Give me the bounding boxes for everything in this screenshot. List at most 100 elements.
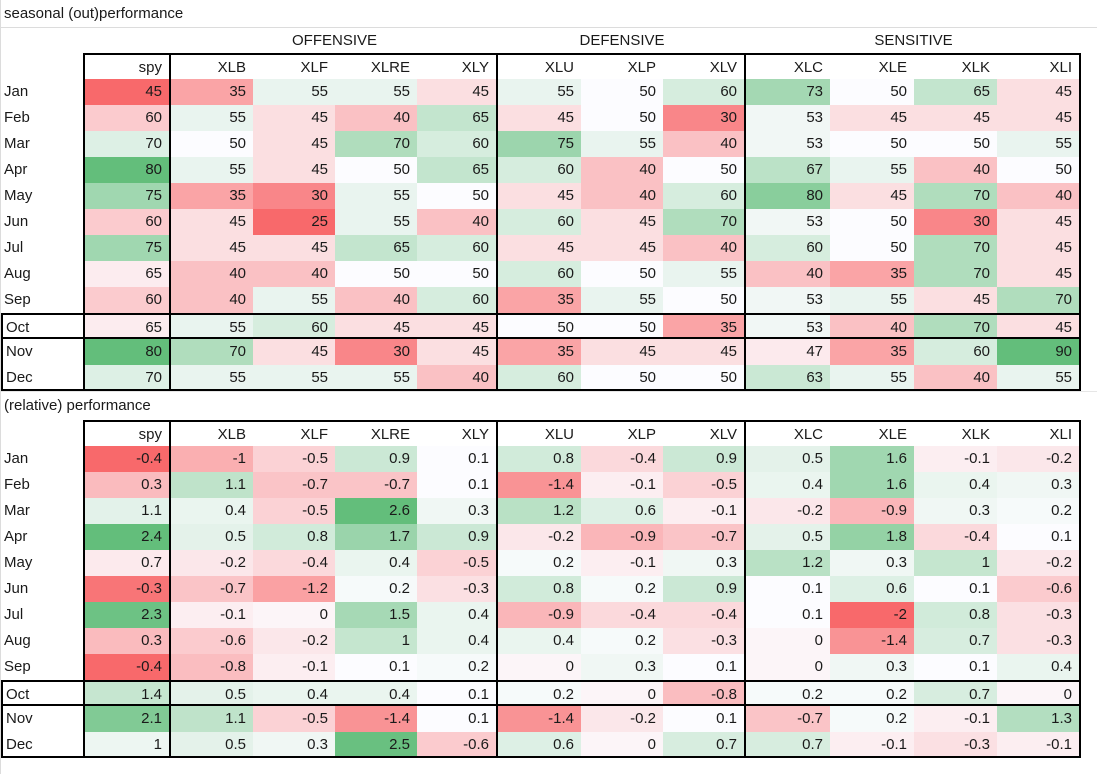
data-cell[interactable]: 45 xyxy=(997,209,1081,235)
data-cell[interactable]: 55 xyxy=(830,157,914,183)
data-cell[interactable]: 63 xyxy=(746,365,830,391)
data-cell[interactable]: -0.1 xyxy=(663,498,746,524)
column-header-XLY[interactable]: XLY xyxy=(417,53,498,79)
data-cell[interactable]: 0.9 xyxy=(663,576,746,602)
data-cell[interactable]: 50 xyxy=(417,261,498,287)
data-cell[interactable]: 1.1 xyxy=(171,706,253,732)
data-cell[interactable]: 45 xyxy=(417,339,498,365)
data-cell[interactable]: 25 xyxy=(253,209,335,235)
data-cell[interactable]: 70 xyxy=(663,209,746,235)
data-cell[interactable]: 60 xyxy=(914,339,997,365)
data-cell[interactable]: 70 xyxy=(914,261,997,287)
data-cell[interactable]: -1.2 xyxy=(253,576,335,602)
month-label-oct[interactable]: Oct xyxy=(1,313,83,339)
data-cell[interactable]: -0.2 xyxy=(997,550,1081,576)
data-cell[interactable]: -0.5 xyxy=(663,472,746,498)
data-cell[interactable]: 1.2 xyxy=(498,498,581,524)
data-cell[interactable]: 50 xyxy=(830,235,914,261)
column-header-XLV[interactable]: XLV xyxy=(663,53,746,79)
data-cell[interactable]: -0.9 xyxy=(830,498,914,524)
data-cell[interactable]: 0.9 xyxy=(335,446,417,472)
data-cell[interactable]: 0.4 xyxy=(417,628,498,654)
data-cell[interactable]: 0.4 xyxy=(335,680,417,706)
data-cell[interactable]: 40 xyxy=(171,261,253,287)
data-cell[interactable]: 0.3 xyxy=(997,472,1081,498)
data-cell[interactable]: 0.5 xyxy=(171,680,253,706)
data-cell[interactable]: 45 xyxy=(997,261,1081,287)
data-cell[interactable]: -1.4 xyxy=(335,706,417,732)
data-cell[interactable]: 55 xyxy=(997,131,1081,157)
data-cell[interactable]: -0.2 xyxy=(498,524,581,550)
month-label-sep[interactable]: Sep xyxy=(4,291,31,308)
data-cell[interactable]: -0.1 xyxy=(253,654,335,680)
data-cell[interactable]: 50 xyxy=(830,131,914,157)
data-cell[interactable]: 1.6 xyxy=(830,472,914,498)
data-cell[interactable]: 70 xyxy=(171,339,253,365)
data-cell[interactable]: 60 xyxy=(83,105,171,131)
column-header-XLE[interactable]: XLE xyxy=(830,420,914,446)
data-cell[interactable]: 60 xyxy=(498,209,581,235)
data-cell[interactable]: 0.6 xyxy=(581,498,663,524)
data-cell[interactable]: 0.3 xyxy=(417,498,498,524)
data-cell[interactable]: 1.2 xyxy=(746,550,830,576)
data-cell[interactable]: 45 xyxy=(581,339,663,365)
data-cell[interactable]: -1 xyxy=(171,446,253,472)
column-header-XLF[interactable]: XLF xyxy=(253,53,335,79)
data-cell[interactable]: -0.1 xyxy=(581,550,663,576)
data-cell[interactable]: 1.3 xyxy=(997,706,1081,732)
data-cell[interactable]: 0.1 xyxy=(914,654,997,680)
data-cell[interactable]: 0 xyxy=(498,654,581,680)
data-cell[interactable]: -0.5 xyxy=(253,446,335,472)
data-cell[interactable]: 45 xyxy=(498,183,581,209)
data-cell[interactable]: 40 xyxy=(914,365,997,391)
data-cell[interactable]: 0.7 xyxy=(663,732,746,758)
month-label-jan[interactable]: Jan xyxy=(4,83,29,100)
month-label-aug[interactable]: Aug xyxy=(4,632,31,649)
data-cell[interactable]: 55 xyxy=(335,183,417,209)
data-cell[interactable]: 0.3 xyxy=(914,498,997,524)
data-cell[interactable]: 60 xyxy=(746,235,830,261)
data-cell[interactable]: 40 xyxy=(581,157,663,183)
data-cell[interactable]: 65 xyxy=(417,105,498,131)
data-cell[interactable]: 0 xyxy=(746,628,830,654)
data-cell[interactable]: 60 xyxy=(498,157,581,183)
data-cell[interactable]: -0.7 xyxy=(335,472,417,498)
data-cell[interactable]: 55 xyxy=(253,79,335,105)
data-cell[interactable]: 0.9 xyxy=(663,446,746,472)
data-cell[interactable]: 40 xyxy=(663,131,746,157)
data-cell[interactable]: 0.1 xyxy=(746,576,830,602)
data-cell[interactable]: 45 xyxy=(581,235,663,261)
data-cell[interactable]: 0 xyxy=(997,680,1081,706)
data-cell[interactable]: -0.9 xyxy=(498,602,581,628)
data-cell[interactable]: 55 xyxy=(171,157,253,183)
data-cell[interactable]: 0.1 xyxy=(663,654,746,680)
data-cell[interactable]: 45 xyxy=(914,105,997,131)
data-cell[interactable]: 40 xyxy=(581,183,663,209)
data-cell[interactable]: 55 xyxy=(335,365,417,391)
data-cell[interactable]: 0.1 xyxy=(335,654,417,680)
data-cell[interactable]: -0.5 xyxy=(253,498,335,524)
month-label-dec[interactable]: Dec xyxy=(1,365,83,391)
column-header-spy[interactable]: spy xyxy=(83,53,171,79)
data-cell[interactable]: 1 xyxy=(83,732,171,758)
data-cell[interactable]: 0.3 xyxy=(830,550,914,576)
month-label-sep[interactable]: Sep xyxy=(4,658,31,675)
data-cell[interactable]: 70 xyxy=(83,365,171,391)
data-cell[interactable]: 55 xyxy=(335,79,417,105)
data-cell[interactable]: 0 xyxy=(253,602,335,628)
data-cell[interactable]: -1.4 xyxy=(498,472,581,498)
data-cell[interactable]: 50 xyxy=(914,131,997,157)
data-cell[interactable]: -0.3 xyxy=(663,628,746,654)
data-cell[interactable]: 30 xyxy=(914,209,997,235)
data-cell[interactable]: 0.3 xyxy=(83,628,171,654)
data-cell[interactable]: 0.8 xyxy=(914,602,997,628)
data-cell[interactable]: 0.3 xyxy=(253,732,335,758)
data-cell[interactable]: -0.8 xyxy=(171,654,253,680)
data-cell[interactable]: 50 xyxy=(663,157,746,183)
data-cell[interactable]: 45 xyxy=(830,105,914,131)
data-cell[interactable]: -0.7 xyxy=(746,706,830,732)
data-cell[interactable]: 2.5 xyxy=(335,732,417,758)
month-label-oct[interactable]: Oct xyxy=(1,680,83,706)
month-label-apr[interactable]: Apr xyxy=(4,528,28,545)
column-header-XLI[interactable]: XLI xyxy=(997,53,1081,79)
